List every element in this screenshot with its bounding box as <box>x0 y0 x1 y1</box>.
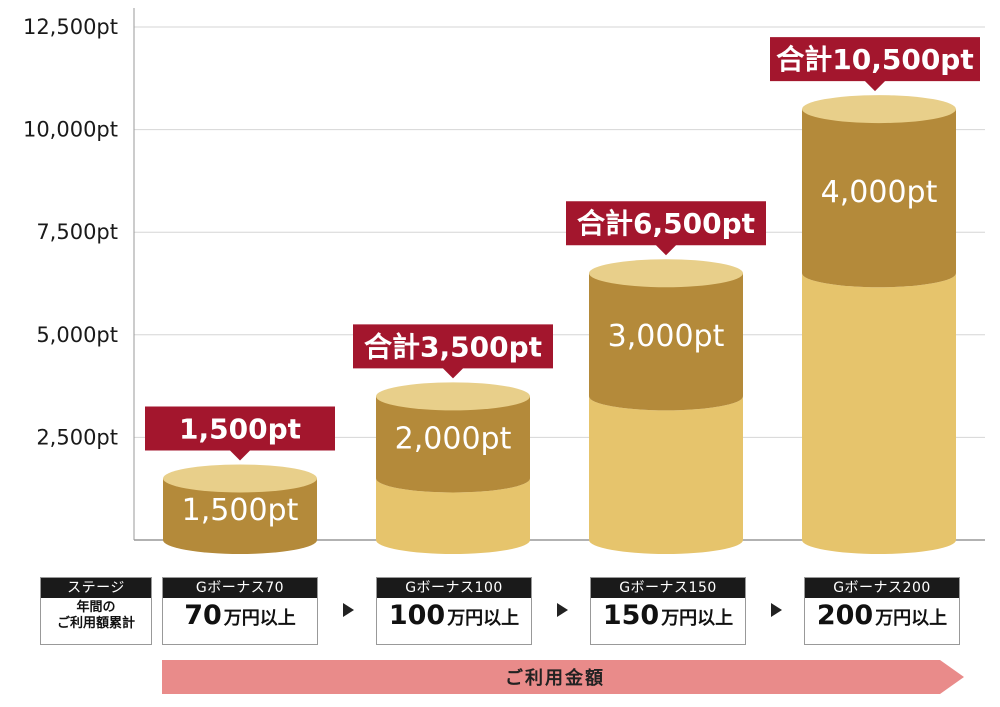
stage-label-line1: 年間の <box>76 600 116 615</box>
stage-arrow-icon <box>343 603 354 617</box>
stage-box-2: Gボーナス100 100 万円以上 <box>376 577 532 645</box>
stage-amount: 100 <box>388 600 446 631</box>
segment-label: 2,000pt <box>395 421 512 456</box>
total-label: 合計10,500pt <box>776 43 973 76</box>
stage-amount-unit: 万円以上 <box>223 608 296 629</box>
bar-top <box>163 464 317 493</box>
stage-amount: 200 <box>816 600 874 631</box>
stage-label-header: ステージ <box>41 578 151 598</box>
total-label: 合計3,500pt <box>364 330 542 363</box>
total-callout <box>566 201 766 256</box>
y-tick-label: 12,500pt <box>23 15 118 39</box>
usage-arrow-label: ご利用金額 <box>505 668 605 689</box>
bar-top <box>376 382 530 411</box>
stage-label-line2: ご利用額累計 <box>56 616 135 631</box>
stage-amount: 150 <box>602 600 660 631</box>
y-tick-label: 5,000pt <box>36 323 118 347</box>
bar-base-segment <box>376 478 530 554</box>
bar-top <box>802 95 956 124</box>
stage-header: Gボーナス200 <box>805 578 959 598</box>
stage-header: Gボーナス100 <box>377 578 531 598</box>
stage-box-1: Gボーナス70 70 万円以上 <box>162 577 318 645</box>
bar-top <box>589 259 743 288</box>
bar-bonus-segment <box>802 109 956 288</box>
stage-amount-unit: 万円以上 <box>875 608 948 629</box>
bar-bonus-segment <box>376 396 530 493</box>
bar-base-segment <box>802 273 956 554</box>
total-label: 1,500pt <box>179 412 301 445</box>
stage-amount-unit: 万円以上 <box>447 608 520 629</box>
stage-header: Gボーナス150 <box>591 578 745 598</box>
stage-box-3: Gボーナス150 150 万円以上 <box>590 577 746 645</box>
segment-label: 4,000pt <box>821 175 938 210</box>
stage-box-4: Gボーナス200 200 万円以上 <box>804 577 960 645</box>
total-callout <box>145 406 335 461</box>
bar-base-segment <box>589 396 743 554</box>
total-label: 合計6,500pt <box>577 207 755 240</box>
segment-label: 3,000pt <box>608 319 725 354</box>
total-callout <box>770 37 980 92</box>
y-tick-label: 7,500pt <box>36 220 118 244</box>
bar-bonus-segment <box>163 478 317 554</box>
stage-amount-unit: 万円以上 <box>661 608 734 629</box>
stage-label-box: ステージ 年間の ご利用額累計 <box>40 577 152 645</box>
stage-arrow-icon <box>771 603 782 617</box>
total-callout <box>353 324 553 379</box>
bar-bonus-segment <box>589 273 743 411</box>
stage-arrow-icon <box>557 603 568 617</box>
stage-header: Gボーナス70 <box>163 578 317 598</box>
y-tick-label: 2,500pt <box>36 425 118 449</box>
y-tick-label: 10,000pt <box>23 118 118 142</box>
segment-label: 1,500pt <box>182 493 299 528</box>
stage-amount: 70 <box>184 600 222 631</box>
